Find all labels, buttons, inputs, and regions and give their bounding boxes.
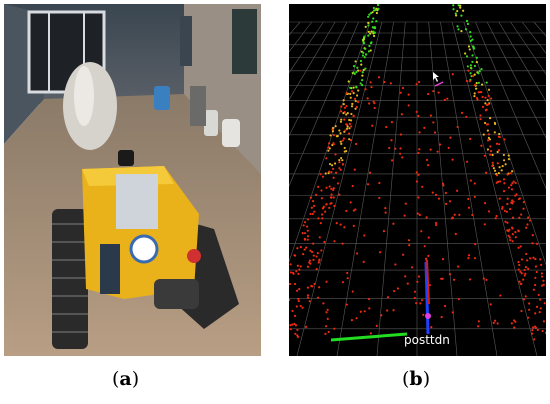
ground-grid <box>289 21 546 356</box>
axis-position-label: posttdn <box>404 333 450 347</box>
x-axis-line <box>330 332 408 342</box>
caption-b: (b) <box>402 368 431 390</box>
point-cloud-view <box>289 4 546 356</box>
lidar-points <box>289 4 546 341</box>
z-axis-line <box>424 261 430 335</box>
lidar-sensor <box>118 150 134 166</box>
wall-panel <box>180 16 192 66</box>
white-container <box>204 110 218 136</box>
cursor-icon <box>433 72 439 82</box>
caption-a: (a) <box>112 368 140 390</box>
robot-mast-plate <box>116 174 158 229</box>
origin-marker <box>425 313 431 319</box>
robot-tunnel-photo <box>4 4 261 356</box>
right-wall-window <box>232 9 257 74</box>
blue-barrel <box>154 86 170 110</box>
robot-emblem <box>129 234 159 264</box>
